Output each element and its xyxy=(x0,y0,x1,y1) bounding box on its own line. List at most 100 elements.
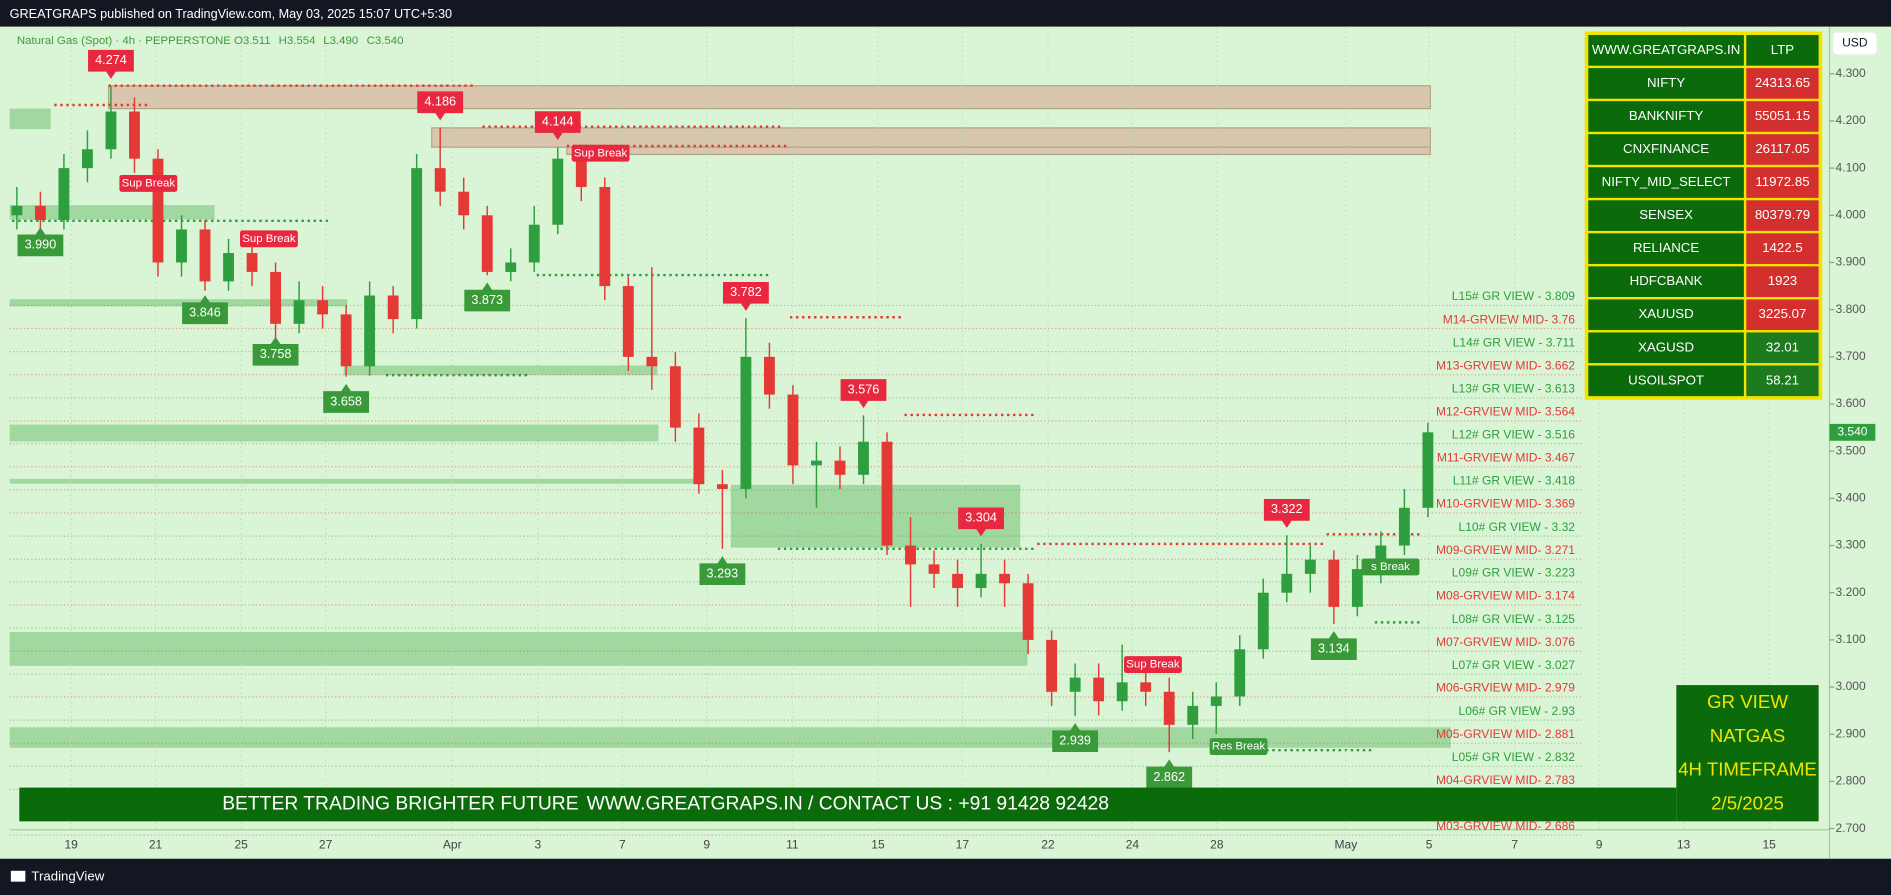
candle-body xyxy=(34,205,46,221)
x-tick-label: 22 xyxy=(1041,838,1055,852)
candle-body xyxy=(1187,705,1199,725)
x-tick-label: May xyxy=(1335,838,1358,852)
x-tick-label: 11 xyxy=(786,838,799,852)
y-tick-label: 4.300 xyxy=(1836,66,1866,80)
high-label: 4.144 xyxy=(542,114,574,128)
table-ltp-cell xyxy=(1746,233,1819,264)
high-label: 4.274 xyxy=(95,53,127,67)
candle-body xyxy=(1022,583,1034,640)
candle-body xyxy=(1281,573,1293,593)
candle-body xyxy=(1257,592,1269,650)
table-name: NIFTY_MID_SELECT xyxy=(1602,174,1731,189)
candle-body xyxy=(1069,677,1081,692)
candle-body xyxy=(58,168,70,221)
candle-body xyxy=(364,295,376,367)
currency-label[interactable]: USD xyxy=(1842,36,1868,50)
support-zone xyxy=(9,108,51,130)
candle-body xyxy=(1375,545,1387,570)
symbol-title: Natural Gas (Spot) · 4h · PEPPERSTONE xyxy=(17,35,231,47)
candle-body xyxy=(646,356,658,367)
table-name-cell xyxy=(1588,68,1744,99)
candle-body xyxy=(763,356,775,395)
break-badge xyxy=(1123,656,1182,674)
x-tick-label: 9 xyxy=(703,838,710,852)
publish-info: GREATGRAPS published on TradingView.com,… xyxy=(10,7,452,21)
ohlc-value: L3.490 xyxy=(323,35,358,47)
x-tick-label: 28 xyxy=(1210,838,1224,852)
currency-button[interactable] xyxy=(1833,32,1877,55)
x-tick-label: 7 xyxy=(1511,838,1518,852)
x-tick-label: 24 xyxy=(1126,838,1140,852)
level-label: L07# GR VIEW - 3.027 xyxy=(1452,658,1576,672)
high-label: 3.322 xyxy=(1271,502,1303,516)
candle-body xyxy=(152,158,164,263)
candle-body xyxy=(905,545,916,565)
candles xyxy=(11,86,1434,753)
table-ltp: 1923 xyxy=(1768,273,1797,288)
support-zone xyxy=(9,299,348,307)
level-label: M09-GRVIEW MID- 3.271 xyxy=(1436,543,1575,557)
low-pin xyxy=(1052,723,1099,753)
low-label: 3.658 xyxy=(330,394,362,408)
table-ltp-cell xyxy=(1746,332,1819,364)
candle-body xyxy=(1398,507,1410,546)
high-pin xyxy=(840,379,887,409)
level-label: M06-GRVIEW MID- 2.979 xyxy=(1436,681,1575,695)
candle-body xyxy=(622,286,634,357)
candle-body xyxy=(1422,432,1434,508)
info-line: GR VIEW xyxy=(1707,691,1788,712)
table-name-cell xyxy=(1588,200,1744,231)
y-tick-label: 3.700 xyxy=(1836,349,1866,363)
candle-body xyxy=(270,271,281,324)
resistance-zone xyxy=(107,85,1431,110)
candle-body xyxy=(1234,649,1246,697)
candle-body xyxy=(575,158,587,188)
table-ltp-cell xyxy=(1746,266,1819,297)
x-tick-label: 5 xyxy=(1426,838,1433,852)
break-badge xyxy=(119,174,178,192)
table-ltp: 11972.85 xyxy=(1755,174,1809,189)
candle-body xyxy=(411,168,423,320)
low-label: 2.862 xyxy=(1153,770,1185,784)
info-line: NATGAS xyxy=(1710,725,1785,746)
y-tick-label: 4.000 xyxy=(1836,207,1866,221)
candle-body xyxy=(176,229,187,263)
table-header: LTP xyxy=(1771,42,1794,57)
table-ltp: 1422.5 xyxy=(1762,240,1803,255)
level-label: L12# GR VIEW - 3.516 xyxy=(1452,427,1576,441)
candle-body xyxy=(1351,569,1363,607)
level-label: L11# GR VIEW - 3.418 xyxy=(1453,474,1576,488)
level-label: L13# GR VIEW - 3.613 xyxy=(1452,382,1576,396)
candle-body xyxy=(293,300,305,324)
table-name: RELIANCE xyxy=(1633,240,1699,255)
ohlc-value: O3.511 xyxy=(234,35,271,47)
x-tick-label: 7 xyxy=(619,838,626,852)
candle-body xyxy=(881,441,893,546)
table-ltp-cell xyxy=(1746,167,1819,198)
x-tick-label: 9 xyxy=(1596,838,1603,852)
level-label: M04-GRVIEW MID- 2.783 xyxy=(1436,773,1575,787)
table-name: SENSEX xyxy=(1639,207,1693,222)
high-pin xyxy=(1263,498,1310,528)
y-tick-label: 3.200 xyxy=(1836,585,1866,599)
level-label: M13-GRVIEW MID- 3.662 xyxy=(1436,359,1575,373)
candle-body xyxy=(975,573,987,588)
level-label: M11-GRVIEW MID- 3.467 xyxy=(1437,451,1575,465)
level-label: L15# GR VIEW - 3.809 xyxy=(1452,289,1576,303)
table-ltp: 58.21 xyxy=(1766,372,1799,387)
low-pin xyxy=(1310,631,1357,661)
y-tick-label: 2.800 xyxy=(1836,774,1866,788)
candle-body xyxy=(928,564,940,574)
candle-body xyxy=(223,253,234,282)
y-tick-label: 3.500 xyxy=(1836,443,1866,457)
low-label: 3.873 xyxy=(471,293,503,307)
table-name-cell xyxy=(1588,365,1744,397)
level-label: L14# GR VIEW - 3.711 xyxy=(1453,335,1576,349)
resistance-zone xyxy=(431,127,1431,148)
x-tick-label: 3 xyxy=(535,838,542,852)
candle-body xyxy=(528,224,540,263)
candle-body xyxy=(246,253,258,272)
candle-body xyxy=(599,187,611,287)
high-label: 3.782 xyxy=(730,285,762,299)
low-label: 2.939 xyxy=(1059,734,1091,748)
